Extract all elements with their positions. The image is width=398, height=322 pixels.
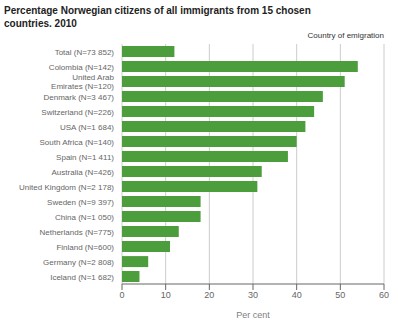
svg-text:50: 50 xyxy=(335,290,345,300)
svg-text:Per cent: Per cent xyxy=(236,310,270,320)
svg-text:Finland (N=600): Finland (N=600) xyxy=(56,243,114,252)
svg-text:40: 40 xyxy=(292,290,302,300)
svg-text:Netherlands (N=775): Netherlands (N=775) xyxy=(40,228,115,237)
html-text:countries. 2010: countries. 2010 xyxy=(4,18,77,29)
html-text:Percentage Norwegian citizens: Percentage Norwegian citizens of all imm… xyxy=(4,5,311,16)
svg-text:China (N=1 050): China (N=1 050) xyxy=(55,213,114,222)
html-text:Country of emigration: Country of emigration xyxy=(307,31,384,40)
svg-text:20: 20 xyxy=(204,290,214,300)
svg-text:Total (N=73 852): Total (N=73 852) xyxy=(55,48,115,57)
svg-text:South Africa (N=140): South Africa (N=140) xyxy=(40,138,115,147)
svg-text:United ArabEmirates (N=120): United ArabEmirates (N=120) xyxy=(51,73,114,91)
svg-text:Denmark (N=3 467): Denmark (N=3 467) xyxy=(44,93,115,102)
svg-text:0: 0 xyxy=(119,290,124,300)
svg-text:Colombia (N=142): Colombia (N=142) xyxy=(49,63,114,72)
svg-text:USA (N=1 684): USA (N=1 684) xyxy=(60,123,114,132)
svg-text:60: 60 xyxy=(379,290,389,300)
svg-text:10: 10 xyxy=(161,290,171,300)
svg-text:Switzerland (N=226): Switzerland (N=226) xyxy=(41,108,114,117)
svg-text:Spain (N=1 411): Spain (N=1 411) xyxy=(56,153,114,162)
svg-text:Germany (N=2 808): Germany (N=2 808) xyxy=(43,258,114,267)
svg-text:United Kingdom (N=2 178): United Kingdom (N=2 178) xyxy=(19,183,114,192)
svg-text:30: 30 xyxy=(248,290,258,300)
svg-text:Iceland (N=1 682): Iceland (N=1 682) xyxy=(50,273,114,282)
svg-text:Sweden (N=9 397): Sweden (N=9 397) xyxy=(47,198,114,207)
svg-text:Australia (N=426): Australia (N=426) xyxy=(52,168,115,177)
